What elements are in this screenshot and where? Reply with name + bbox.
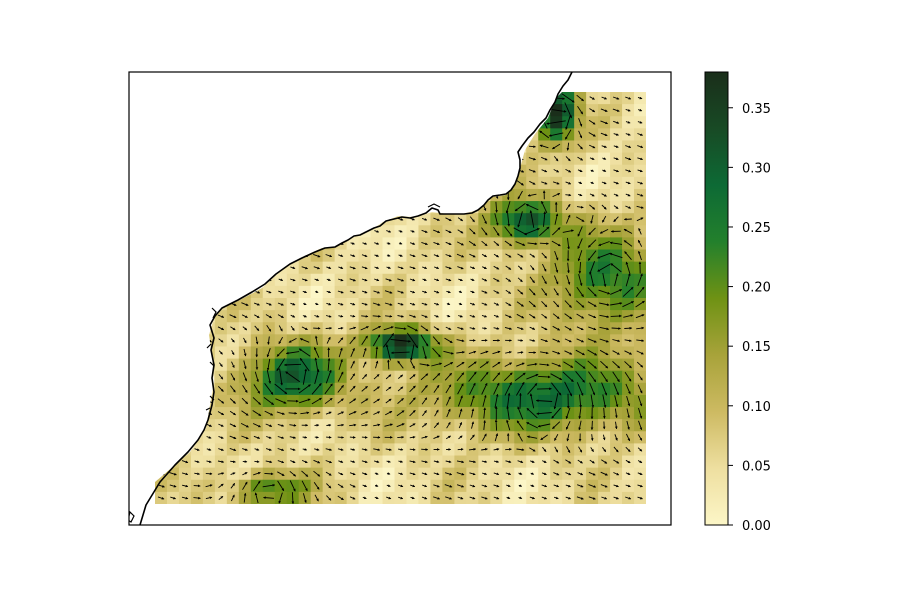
colorbar-tick-label: 0.15 [742,340,771,355]
velocity-arrow [254,460,260,463]
velocity-arrow [539,242,549,245]
velocity-arrow [326,436,332,439]
velocity-arrow [517,339,524,342]
colorbar-tick-label: 0.25 [742,221,771,236]
speed-cell [430,370,444,384]
colorbar-ticks: 0.00 0.05 0.10 0.15 0.20 0.25 0.30 0.35 [728,102,771,534]
velocity-arrow [291,492,295,504]
velocity-arrow [397,435,405,439]
velocity-arrow [421,448,429,451]
colorbar-tick-label: 0.00 [742,519,771,534]
velocity-arrow [326,423,332,427]
velocity-arrow [494,419,498,431]
velocity-arrow [457,448,464,451]
colorbar-tick-label: 0.35 [742,102,771,117]
colorbar-tick-label: 0.30 [742,161,771,176]
velocity-arrow [361,436,368,439]
velocity-arrow [387,359,390,370]
velocity-arrow [590,420,594,431]
velocity-arrow [349,436,356,439]
colorbar: 0.00 0.05 0.10 0.15 0.20 0.25 0.30 0.35 [704,71,771,534]
velocity-arrow [314,435,319,439]
speed-cell [358,370,372,384]
colorbar-tick-label: 0.10 [742,400,771,415]
velocity-arrow [409,448,416,451]
velocity-arrow [611,327,621,330]
colorbar-gradient [705,72,728,525]
velocity-arrow [610,314,622,318]
velocity-arrow [565,193,572,197]
velocity-arrow [505,448,512,451]
speed-cell [502,370,515,384]
colorbar-tick-label: 0.05 [742,459,771,474]
velocity-arrow [264,472,274,476]
colorbar-tick-label: 0.20 [742,281,771,296]
velocity-arrow [337,436,345,439]
speed-cell [406,407,420,420]
velocity-arrow [519,392,522,409]
speed-cell [550,419,563,432]
speed-cell [406,419,420,432]
speed-cell [610,213,623,226]
velocity-arrow [528,145,536,148]
map-axes [128,71,672,526]
